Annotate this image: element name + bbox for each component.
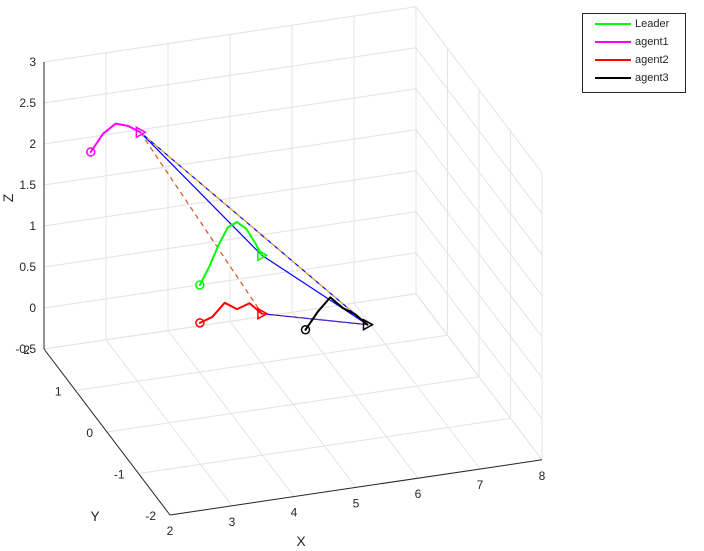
grid-line-side-z	[415, 6, 543, 174]
chart-series	[86, 122, 375, 335]
grid-line-side-z	[415, 88, 543, 256]
series-start-marker-leader	[195, 280, 205, 290]
legend-swatch-leader	[595, 23, 631, 25]
grid-line-back-z	[43, 252, 417, 309]
grid-line-side-z	[415, 47, 543, 215]
grid-line-side-z	[415, 293, 543, 461]
chart-legend: Leader agent1 agent2 agent3	[582, 13, 686, 93]
link-agent1-agent2	[139, 131, 263, 315]
series-line-leader	[198, 221, 263, 286]
grid-line-back-z	[43, 170, 417, 227]
grid-line-back-z	[43, 211, 417, 268]
chart-links	[139, 131, 368, 326]
z-tick-label: 1.5	[19, 178, 36, 192]
x-tick-label: 3	[229, 515, 236, 529]
series-end-marker-leader	[257, 248, 269, 262]
y-tick-label: -1	[114, 468, 125, 482]
x-tick-label: 4	[291, 506, 298, 520]
series-line-agent2	[198, 301, 263, 324]
y-tick-label: 2	[23, 343, 30, 357]
z-tick-label: 2	[29, 137, 36, 151]
grid-line-side-z	[415, 211, 543, 379]
z-tick-label: 3	[29, 55, 36, 69]
legend-item-leader: Leader	[589, 16, 685, 32]
series-start-marker-agent2	[195, 318, 205, 328]
grid-line-floor-y	[138, 417, 511, 474]
legend-label-agent1: agent1	[635, 36, 669, 48]
x-tick-label: 6	[415, 487, 422, 501]
link-agent1-leader	[139, 131, 263, 256]
legend-swatch-agent2	[595, 59, 631, 61]
grid-line-side-z	[415, 252, 543, 420]
y-tick-label: -2	[145, 509, 156, 523]
legend-swatch-agent1	[595, 41, 631, 43]
legend-label-agent2: agent2	[635, 54, 669, 66]
z-tick-label: 0.5	[19, 260, 36, 274]
grid-line-back-z	[43, 47, 417, 104]
x-axis-label: X	[296, 533, 306, 549]
link-agent1-agent3	[139, 131, 368, 326]
chart-grid	[43, 6, 543, 516]
z-tick-label: -0.5	[15, 342, 36, 356]
z-tick-label: 2.5	[19, 96, 36, 110]
x-tick-label: 5	[353, 496, 360, 510]
series-line-agent1	[89, 122, 142, 153]
grid-line-back-z	[43, 6, 417, 63]
y-tick-label: 1	[55, 385, 62, 399]
legend-label-agent3: agent3	[635, 72, 669, 84]
legend-item-agent3: agent3	[589, 70, 685, 86]
y-tick-label: 0	[86, 426, 93, 440]
grid-line-back-z	[43, 88, 417, 145]
grid-line-back-z	[43, 293, 417, 350]
y-axis-line	[43, 348, 171, 516]
z-tick-label: 0	[29, 301, 36, 315]
grid-line-floor-y	[75, 334, 448, 391]
z-axis-label: Z	[0, 193, 16, 202]
y-axis-label: Y	[90, 508, 100, 524]
legend-item-agent1: agent1	[589, 34, 685, 50]
series-start-marker-agent1	[86, 147, 96, 157]
grid-line-floor-y	[106, 376, 480, 433]
z-tick-label: 1	[29, 219, 36, 233]
grid-line-side-z	[415, 129, 543, 297]
series-start-marker-agent3	[300, 325, 311, 335]
x-axis-line	[169, 459, 543, 516]
link-leader-agent3	[261, 254, 368, 326]
series-end-marker-agent1	[135, 126, 147, 139]
grid-line-back-z	[43, 129, 417, 186]
series-end-marker-agent3	[362, 318, 375, 331]
x-tick-label: 2	[167, 524, 174, 538]
series-end-marker-agent2	[257, 307, 269, 320]
legend-item-agent2: agent2	[589, 52, 685, 68]
x-tick-label: 7	[477, 478, 484, 492]
grid-line-side-z	[415, 170, 543, 338]
legend-swatch-agent3	[595, 77, 631, 79]
legend-label-leader: Leader	[635, 18, 670, 30]
x-tick-label: 8	[539, 469, 546, 483]
series-line-agent3	[304, 296, 369, 331]
link-agent2-agent3	[261, 313, 368, 326]
